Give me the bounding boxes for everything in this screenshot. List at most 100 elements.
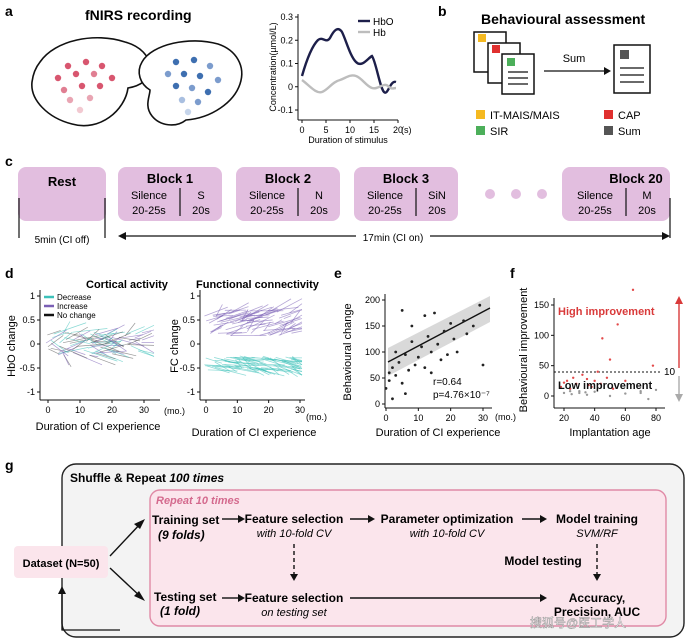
cortical-trajectory	[104, 332, 131, 345]
fc-trajectory	[216, 311, 234, 316]
fc-trajectory	[245, 364, 280, 367]
fnirs-title: fNIRS recording	[85, 7, 192, 23]
inner-title: Repeat 10 times	[156, 495, 240, 507]
fc-trajectory	[206, 365, 230, 374]
e-data-point	[439, 358, 443, 362]
f-x-label: Implantation age	[569, 427, 650, 439]
rest-block: Rest 5min (CI off)	[18, 167, 106, 246]
block-2-silence: Silence	[249, 190, 285, 202]
y-tick-label: 150	[534, 300, 549, 310]
x-tick-label: 30	[295, 405, 305, 415]
fc-trajectory	[293, 368, 303, 376]
fc-trajectory	[213, 321, 235, 326]
accuracy-label: Accuracy,	[569, 591, 625, 605]
training-label: Training set	[152, 513, 219, 527]
legend-sum-swatch	[604, 126, 613, 135]
y-tick-label: -0.5	[179, 363, 195, 373]
cortical-trajectory	[127, 333, 153, 346]
x-tick-label: 20	[107, 405, 117, 415]
cortical-trajectory	[62, 352, 70, 366]
cortical-x-unit: (mo.)	[164, 406, 185, 416]
f-data-point	[562, 391, 566, 395]
cortical-trajectory	[142, 335, 155, 341]
e-data-point	[387, 379, 391, 382]
cortical-trajectory	[111, 349, 130, 358]
x-tick-label: 30	[478, 413, 488, 423]
x-tick-label: 0	[383, 413, 388, 423]
block-1-stim: S	[197, 190, 204, 202]
fc-trajectory	[217, 313, 241, 323]
e-data-point	[394, 350, 398, 354]
cortical-x-label: Duration of CI experience	[36, 421, 161, 433]
dataset-label: Dataset (N=50)	[23, 558, 100, 570]
cortical-trajectory	[134, 330, 152, 339]
block-20-title: Block 20	[609, 171, 662, 186]
fc-trajectory	[261, 367, 279, 370]
x-tick-label: 10	[232, 405, 242, 415]
block-2-stim-time: 20s	[310, 205, 328, 217]
fs2-label: Feature selection	[245, 591, 344, 605]
fc-x-ticks: 0 10 20 30	[203, 400, 305, 415]
mt-sub: SVM/RF	[576, 528, 619, 540]
fc-trajectory	[245, 358, 259, 364]
y-tick-label: -1	[187, 387, 195, 397]
y-tick-label: 150	[365, 321, 380, 331]
fc-trajectory	[225, 310, 249, 319]
x-tick-label: 10	[75, 405, 85, 415]
f-data-point	[611, 387, 615, 390]
y-tick-label: -0.1	[277, 105, 293, 115]
x-tick-label: 5	[323, 125, 328, 135]
fc-trajectory	[287, 367, 303, 373]
fc-trajectory	[246, 314, 275, 330]
fc-trajectory	[216, 309, 232, 320]
y-tick-label: 100	[534, 330, 549, 340]
cortical-trajectory	[58, 339, 87, 353]
fc-trajectory	[265, 368, 293, 373]
fc-trajectory	[230, 357, 241, 360]
e-data-point	[391, 397, 394, 401]
rest-caption: 5min (CI off)	[35, 235, 90, 246]
block-1-silence-time: 20-25s	[132, 205, 166, 217]
cortical-trajectory	[96, 352, 116, 360]
cortical-trajectory	[76, 343, 110, 347]
f-data-point	[605, 376, 609, 379]
po-sub: with 10-fold CV	[410, 528, 486, 540]
fc-trajectory	[289, 323, 296, 329]
x-tick-label: 60	[620, 413, 630, 423]
cortical-trajectory	[69, 336, 103, 344]
e-data-point	[423, 314, 427, 317]
y-tick-label: 50	[370, 373, 380, 383]
legend-no-change: No change	[57, 311, 96, 320]
fc-trajectory	[264, 358, 299, 367]
fc-trajectory	[267, 321, 295, 335]
e-r-text: r=0.64	[433, 377, 462, 388]
repeat-loop-arrowhead	[58, 586, 66, 594]
cortical-legend: Decrease Increase No change	[44, 293, 96, 320]
hb-chart-y-label: Concentration(µmol/L)	[268, 22, 278, 111]
x-tick-label: 80	[651, 413, 661, 423]
fc-trajectory	[269, 323, 303, 336]
hb-chart-y-ticks: 0.3 0.2 0.1 0 -0.1	[277, 12, 298, 115]
fc-trajectory	[246, 319, 273, 323]
e-data-point	[400, 381, 404, 385]
fc-trajectory	[279, 309, 303, 319]
block-1-stim-time: 20s	[192, 205, 210, 217]
block-20-stim-time: 20s	[638, 205, 656, 217]
fc-trajectory	[290, 310, 301, 324]
legend-hb-label: Hb	[373, 28, 386, 39]
cortical-trajectory	[106, 349, 125, 355]
po-label: Parameter optimization	[381, 512, 514, 526]
cortical-trajectory	[72, 328, 108, 333]
f-data-point	[647, 397, 650, 401]
fc-trajectory	[248, 368, 260, 372]
f-data-point	[631, 288, 635, 292]
e-data-point	[478, 303, 482, 307]
f-data-point	[562, 381, 566, 384]
fc-trajectory	[204, 306, 228, 317]
x-tick-label: 10	[413, 413, 423, 423]
hb-chart-x-unit: (s)	[401, 125, 412, 135]
e-data-point	[471, 324, 475, 328]
f-data-point	[608, 394, 612, 398]
f-data-point	[559, 385, 563, 389]
